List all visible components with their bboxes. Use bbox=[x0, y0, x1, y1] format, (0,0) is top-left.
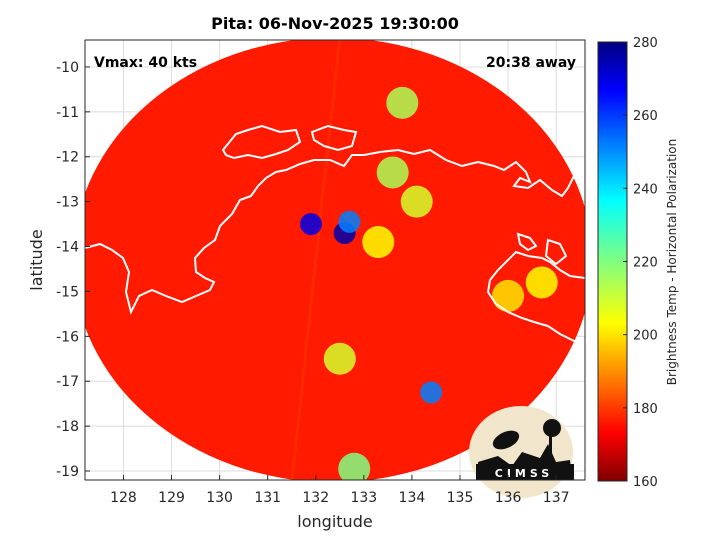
brightness-feature bbox=[376, 156, 409, 189]
brightness-feature bbox=[338, 210, 361, 233]
brightness-feature bbox=[525, 266, 558, 299]
logo-text: CIMSS bbox=[495, 467, 553, 480]
brightness-feature bbox=[362, 226, 395, 259]
y-tick-label: -18 bbox=[56, 419, 79, 435]
colorbar bbox=[597, 41, 628, 482]
x-tick-label: 137 bbox=[543, 490, 570, 506]
brightness-feature bbox=[299, 213, 322, 236]
annotation-vmax: Vmax: 40 kts bbox=[94, 55, 197, 71]
y-tick-label: -10 bbox=[56, 60, 79, 76]
logo-banner bbox=[476, 464, 574, 480]
y-tick-label: -19 bbox=[56, 464, 79, 480]
x-tick-label: 131 bbox=[254, 490, 281, 506]
x-tick-label: 130 bbox=[206, 490, 233, 506]
brightness-feature bbox=[492, 279, 525, 312]
logo-dish bbox=[492, 430, 520, 450]
y-tick-label: -17 bbox=[56, 374, 79, 390]
brightness-feature bbox=[420, 381, 443, 404]
y-tick-label: -11 bbox=[56, 105, 79, 121]
coastline-groote-island bbox=[516, 232, 538, 252]
colorbar-tick-label: 240 bbox=[633, 182, 658, 197]
x-tick-label: 135 bbox=[447, 490, 474, 506]
x-tick-label: 128 bbox=[110, 490, 137, 506]
brightness-feature bbox=[400, 185, 433, 218]
annotation-time-away: 20:38 away bbox=[486, 55, 576, 71]
y-tick-label: -12 bbox=[56, 150, 79, 166]
brightness-feature bbox=[386, 86, 419, 119]
coastline-melville-island bbox=[221, 124, 302, 160]
satellite-swath bbox=[85, 40, 585, 480]
colorbar-tick-label: 260 bbox=[633, 109, 658, 124]
coastline bbox=[85, 124, 585, 347]
x-tick-label: 133 bbox=[350, 490, 377, 506]
x-axis-label: longitude bbox=[297, 512, 372, 531]
colorbar-ticks: 160 180 200 220 240 260 280 bbox=[623, 36, 658, 490]
coastline-peninsula bbox=[310, 124, 358, 152]
colorbar-tick-label: 280 bbox=[633, 36, 658, 51]
logo-water-tower bbox=[543, 419, 561, 437]
coastline-gulf bbox=[486, 250, 585, 347]
colorbar-tick-label: 160 bbox=[633, 475, 658, 490]
swath-seam bbox=[290, 40, 342, 480]
colorbar-label: Brightness Temp - Horizontal Polarizatio… bbox=[665, 139, 679, 386]
x-tick-label: 129 bbox=[158, 490, 185, 506]
y-axis-label: latitude bbox=[27, 229, 46, 290]
colorbar-tick-label: 220 bbox=[633, 256, 658, 271]
x-axis-ticks: 128 129 130 131 132 133 134 135 136 137 bbox=[110, 475, 570, 506]
axes-box bbox=[84, 39, 586, 481]
y-tick-label: -15 bbox=[56, 284, 79, 300]
y-tick-label: -14 bbox=[56, 240, 79, 256]
coastline-north bbox=[85, 148, 575, 315]
x-tick-label: 134 bbox=[399, 490, 426, 506]
chart-title: Pita: 06-Nov-2025 19:30:00 bbox=[211, 14, 459, 33]
brightness-features bbox=[299, 86, 558, 480]
colorbar-tick-label: 180 bbox=[633, 402, 658, 417]
x-tick-label: 132 bbox=[302, 490, 329, 506]
brightness-feature bbox=[323, 342, 356, 375]
y-tick-label: -13 bbox=[56, 195, 79, 211]
logo-tower-leg bbox=[549, 436, 552, 460]
cimss-logo: CIMSS bbox=[469, 406, 574, 498]
colorbar-tick-label: 200 bbox=[633, 329, 658, 344]
x-tick-label: 136 bbox=[495, 490, 522, 506]
swath-disc bbox=[85, 40, 585, 480]
coastline-east-island bbox=[544, 238, 568, 266]
logo-disc bbox=[469, 406, 573, 498]
brightness-feature bbox=[338, 452, 371, 480]
y-axis-ticks: -10 -11 -12 -13 -14 -15 -16 -17 -18 -19 bbox=[56, 60, 90, 480]
y-tick-label: -16 bbox=[56, 329, 79, 345]
